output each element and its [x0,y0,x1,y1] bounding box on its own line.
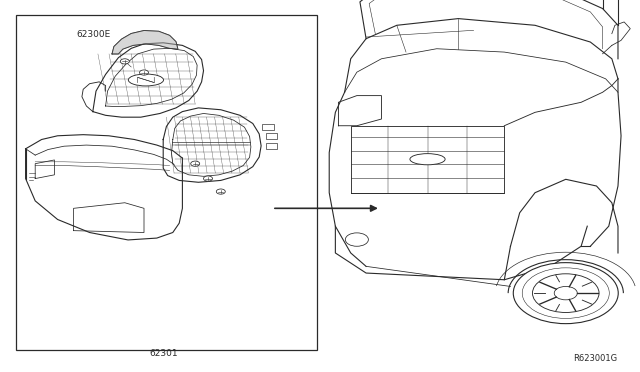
Polygon shape [112,31,178,54]
Ellipse shape [410,154,445,165]
Bar [262,124,274,130]
Ellipse shape [129,74,164,86]
Text: 62301: 62301 [149,349,177,358]
Circle shape [191,161,200,166]
Circle shape [346,233,369,246]
Circle shape [522,268,609,318]
Bar [266,133,277,139]
Circle shape [120,59,129,64]
Bar [266,143,277,149]
Bar [16,15,317,350]
Text: 62300E: 62300E [77,30,111,39]
Circle shape [513,263,618,324]
Circle shape [554,286,577,300]
Circle shape [204,176,212,181]
Circle shape [140,70,148,75]
Circle shape [216,189,225,194]
Text: R623001G: R623001G [573,354,618,363]
Circle shape [532,274,599,312]
